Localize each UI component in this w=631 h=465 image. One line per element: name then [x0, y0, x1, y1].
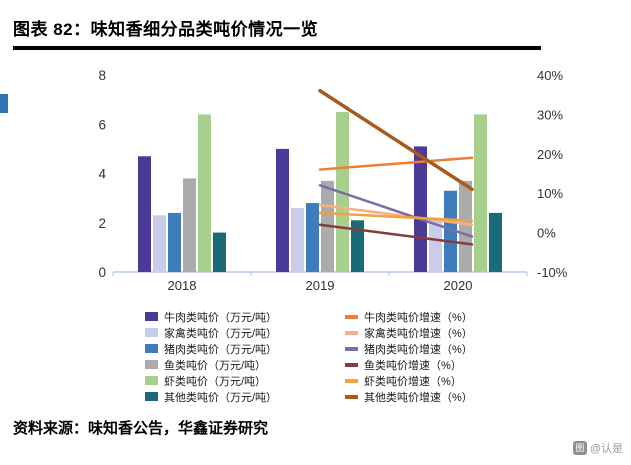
- legend-item: 家禽类吨价增速（%）: [345, 325, 545, 340]
- bar: [183, 178, 196, 272]
- bar: [429, 217, 442, 272]
- left-axis-label: 2: [98, 216, 106, 231]
- legend-item: 鱼类吨价增速（%）: [345, 357, 545, 372]
- legend-swatch: [345, 362, 358, 367]
- bar: [444, 190, 457, 272]
- legend-label: 猪肉类吨价（万元/吨）: [164, 343, 278, 356]
- bar: [276, 148, 289, 272]
- legend-swatch: [145, 312, 158, 321]
- right-axis-label: -10%: [537, 265, 568, 280]
- legend-label: 虾类吨价增速（%）: [364, 375, 462, 388]
- growth-line: [318, 156, 474, 171]
- right-axis-label: 30%: [537, 107, 563, 122]
- source-note: 资料来源：味知香公告，华鑫证券研究: [13, 420, 269, 437]
- legend-item: 猪肉类吨价增速（%）: [345, 341, 545, 356]
- left-axis-label: 0: [98, 265, 106, 280]
- chart-legend: 牛肉类吨价（万元/吨） 家禽类吨价（万元/吨） 猪肉类吨价（万元/吨） 鱼类吨价（万元…: [145, 309, 545, 404]
- legend-swatch: [345, 314, 358, 319]
- growth-line: [318, 203, 474, 226]
- bar: [198, 114, 211, 273]
- bar: [414, 146, 427, 272]
- bar: [138, 156, 151, 272]
- bar: [153, 215, 166, 272]
- legend-label: 虾类吨价（万元/吨）: [164, 375, 267, 388]
- growth-line: [318, 184, 474, 238]
- left-axis-label: 4: [98, 167, 106, 182]
- chart-area: 0 2 4 6 8 40% 30% 20% 10% 0% -10% 2018 2019 2020: [0, 58, 631, 303]
- legend-item: 牛肉类吨价增速（%）: [345, 309, 545, 324]
- legend-swatch: [345, 378, 358, 383]
- legend-item: 牛肉类吨价（万元/吨）: [145, 309, 345, 324]
- right-axis-label: 40%: [537, 68, 563, 83]
- margin-accent-mark: [0, 94, 8, 113]
- legend-swatch: [145, 376, 158, 385]
- right-axis-label: 0%: [537, 226, 556, 241]
- bar: [291, 207, 304, 272]
- legend-label: 猪肉类吨价增速（%）: [364, 343, 473, 356]
- right-axis-label: 10%: [537, 186, 563, 201]
- growth-line: [318, 223, 474, 246]
- legend-label: 其他类吨价增速（%）: [364, 391, 473, 404]
- legend-swatch: [145, 392, 158, 401]
- legend-label: 家禽类吨价（万元/吨）: [164, 327, 278, 340]
- legend-swatch: [345, 346, 358, 351]
- bar: [351, 220, 364, 272]
- chart-svg: 0 2 4 6 8 40% 30% 20% 10% 0% -10% 2018 2019 2020: [98, 68, 568, 293]
- legend-item: 虾类吨价（万元/吨）: [145, 373, 345, 388]
- bar: [489, 212, 502, 272]
- title-underline: [13, 46, 541, 50]
- bar: [459, 180, 472, 272]
- legend-item: 鱼类吨价（万元/吨）: [145, 357, 345, 372]
- watermark-text: @认是: [589, 443, 623, 455]
- left-axis-label: 8: [98, 68, 106, 83]
- legend-item: 家禽类吨价（万元/吨）: [145, 325, 345, 340]
- legend-label: 牛肉类吨价（万元/吨）: [164, 311, 278, 324]
- right-axis-label: 20%: [537, 147, 563, 162]
- category-label: 2018: [168, 278, 197, 293]
- watermark-logo-icon: 图: [572, 441, 587, 455]
- legend-swatch: [145, 344, 158, 353]
- legend-label: 牛肉类吨价增速（%）: [364, 311, 473, 324]
- bar: [306, 203, 319, 272]
- legend-swatch: [345, 394, 358, 399]
- legend-swatch: [145, 360, 158, 369]
- category-label: 2019: [306, 278, 335, 293]
- legend-item: 其他类吨价增速（%）: [345, 389, 545, 404]
- legend-item: 虾类吨价增速（%）: [345, 373, 545, 388]
- growth-line: [318, 211, 474, 223]
- bar: [474, 114, 487, 273]
- legend-label: 鱼类吨价（万元/吨）: [164, 359, 267, 372]
- legend-item: 其他类吨价（万元/吨）: [145, 389, 345, 404]
- legend-swatch: [345, 330, 358, 335]
- legend-label: 其他类吨价（万元/吨）: [164, 391, 278, 404]
- bar: [213, 232, 226, 272]
- growth-line: [318, 89, 474, 192]
- watermark: 图 @认是: [572, 440, 623, 456]
- legend-item: 猪肉类吨价（万元/吨）: [145, 341, 345, 356]
- bar: [168, 212, 181, 272]
- left-axis-label: 6: [98, 117, 106, 132]
- legend-label: 鱼类吨价增速（%）: [364, 359, 462, 372]
- legend-swatch: [145, 328, 158, 337]
- legend-label: 家禽类吨价增速（%）: [364, 327, 473, 340]
- category-label: 2020: [444, 278, 473, 293]
- chart-title: 图表 82：味知香细分品类吨价情况一览: [13, 20, 319, 39]
